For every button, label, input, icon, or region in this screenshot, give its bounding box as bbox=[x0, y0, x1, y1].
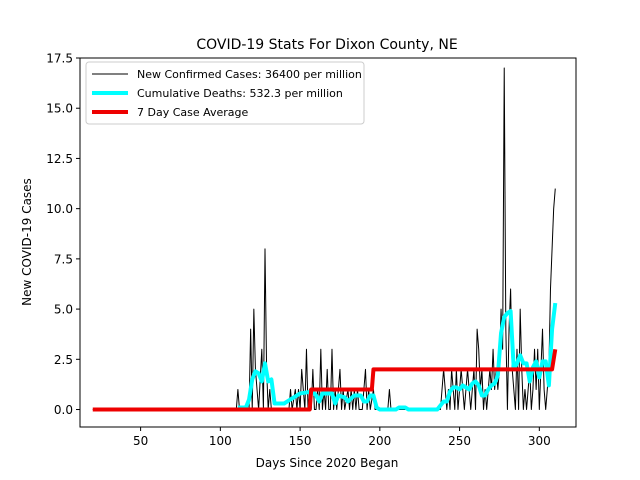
x-axis: 50 100 150 200 250 300 bbox=[133, 427, 551, 448]
x-tick-label: 250 bbox=[448, 434, 471, 448]
series-layer bbox=[92, 67, 558, 412]
y-tick-label: 7.5 bbox=[54, 252, 73, 266]
y-axis: 0.0 2.5 5.0 7.5 10.0 12.5 15.0 17.5 bbox=[46, 52, 80, 417]
plot-frame bbox=[79, 57, 577, 428]
y-tick-label: 17.5 bbox=[46, 52, 73, 66]
x-tick-label: 300 bbox=[528, 434, 551, 448]
x-axis-label: Days Since 2020 Began bbox=[256, 456, 399, 470]
y-axis-label: New COVID-19 Cases bbox=[20, 178, 34, 306]
y-tick-label: 2.5 bbox=[54, 353, 73, 367]
y-tick-label: 5.0 bbox=[54, 303, 73, 317]
series-line-3 bbox=[92, 348, 558, 412]
y-tick-label: 15.0 bbox=[46, 102, 73, 116]
legend-label-3: 7 Day Case Average bbox=[137, 106, 249, 119]
x-tick-label: 200 bbox=[368, 434, 391, 448]
x-tick-label: 100 bbox=[209, 434, 232, 448]
legend-label-2: Cumulative Deaths: 532.3 per million bbox=[137, 87, 343, 100]
y-tick-label: 0.0 bbox=[54, 403, 73, 417]
legend-label-1: New Confirmed Cases: 36400 per million bbox=[137, 68, 362, 81]
y-tick-label: 10.0 bbox=[46, 202, 73, 216]
legend-box bbox=[85, 61, 365, 125]
series-line-2 bbox=[237, 302, 558, 412]
x-tick-label: 150 bbox=[289, 434, 312, 448]
x-tick-label: 50 bbox=[133, 434, 148, 448]
legend: New Confirmed Cases: 36400 per million Cu… bbox=[85, 61, 365, 125]
y-tick-label: 12.5 bbox=[46, 152, 73, 166]
chart-title: COVID-19 Stats For Dixon County, NE bbox=[196, 37, 457, 53]
